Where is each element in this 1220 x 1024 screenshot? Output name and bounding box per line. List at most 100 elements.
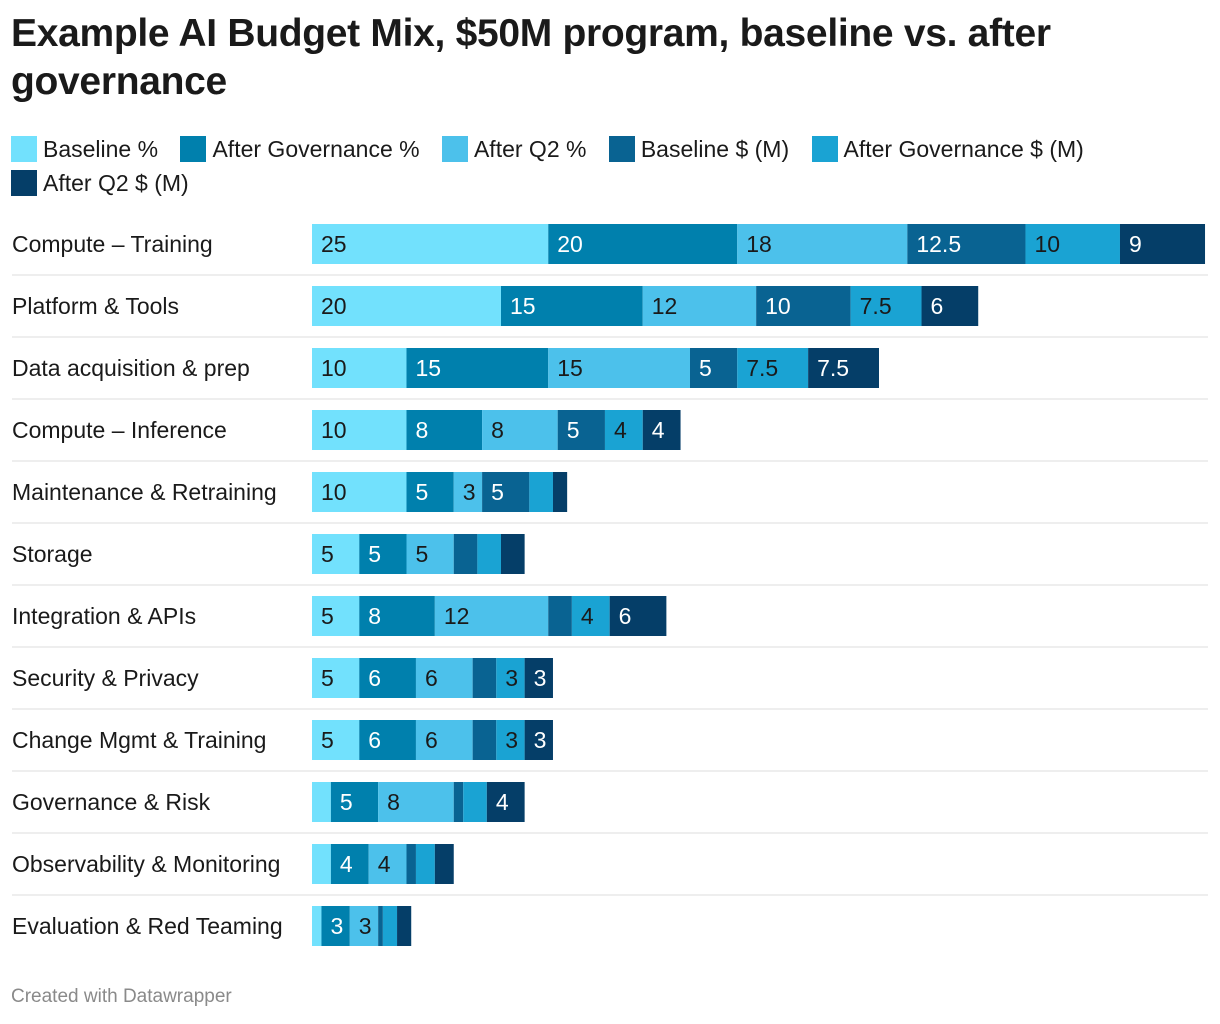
- data-label: 12: [652, 293, 678, 319]
- bar-segment: [378, 906, 383, 946]
- data-label: 5: [368, 541, 381, 567]
- bar-segment: [524, 720, 553, 760]
- data-label: 3: [359, 913, 372, 939]
- data-label: 3: [505, 665, 518, 691]
- bar-segment: [472, 658, 497, 698]
- bar-segment: [463, 782, 487, 822]
- data-label: 4: [652, 417, 665, 443]
- bar-segment: [312, 596, 360, 636]
- bar-segment: [642, 410, 681, 450]
- bar-segment: [850, 286, 922, 326]
- data-label: 7.5: [817, 355, 849, 381]
- data-label: 4: [614, 417, 627, 443]
- data-label: 6: [931, 293, 944, 319]
- bar-segment: [330, 782, 379, 822]
- data-label: 9: [1129, 231, 1142, 257]
- legend-label: After Governance %: [212, 136, 420, 162]
- bar-segment: [359, 720, 416, 760]
- bar-segment: [312, 410, 407, 450]
- legend-swatch: [11, 170, 37, 196]
- bar-segment: [330, 844, 369, 884]
- bar-segment: [406, 348, 549, 388]
- category-label: Storage: [12, 541, 93, 567]
- bar-segment: [359, 534, 407, 574]
- data-label: 5: [321, 665, 334, 691]
- bar-segment: [406, 534, 454, 574]
- data-label: 5: [321, 541, 334, 567]
- data-label: 3: [330, 913, 343, 939]
- bar-segment: [496, 658, 525, 698]
- data-label: 5: [340, 789, 353, 815]
- bar-segment: [312, 534, 360, 574]
- bar-segment: [907, 224, 1026, 264]
- bar-segment: [501, 534, 525, 574]
- data-label: 6: [368, 727, 381, 753]
- bar-segment: [312, 286, 501, 326]
- data-label: 7.5: [860, 293, 892, 319]
- data-label: 6: [619, 603, 632, 629]
- bar-segment: [434, 596, 549, 636]
- data-label: 4: [581, 603, 594, 629]
- bar-segment: [472, 720, 497, 760]
- bar-segment: [1119, 224, 1206, 264]
- bar-segment: [453, 534, 478, 574]
- data-label: 4: [496, 789, 509, 815]
- data-label: 5: [416, 479, 429, 505]
- bar-segment: [312, 472, 407, 512]
- bar-segment: [397, 906, 412, 946]
- bar-segment: [312, 348, 407, 388]
- data-label: 5: [567, 417, 580, 443]
- bar-segment: [1025, 224, 1120, 264]
- bar-segment: [415, 658, 473, 698]
- category-label: Maintenance & Retraining: [12, 479, 277, 505]
- bar-segment: [604, 410, 643, 450]
- data-label: 8: [368, 603, 381, 629]
- data-label: 3: [534, 727, 547, 753]
- data-label: 6: [368, 665, 381, 691]
- bar-segment: [321, 906, 350, 946]
- category-label: Change Mgmt & Training: [12, 727, 266, 753]
- data-label: 6: [425, 665, 438, 691]
- legend-swatch: [441, 136, 468, 162]
- data-label: 10: [321, 355, 347, 381]
- legend-swatch: [11, 136, 37, 162]
- data-label: 4: [340, 851, 353, 877]
- data-label: 8: [491, 417, 504, 443]
- bar-segment: [548, 348, 690, 388]
- bar-segment: [382, 906, 398, 946]
- category-label: Data acquisition & prep: [12, 355, 250, 381]
- legend-item-after-governance-pct: After Governance %: [180, 132, 420, 166]
- data-label: 8: [416, 417, 429, 443]
- data-label: 10: [765, 293, 791, 319]
- category-label: Security & Privacy: [12, 665, 199, 691]
- legend-label: Baseline $ (M): [640, 136, 790, 162]
- category-label: Compute – Inference: [12, 417, 227, 443]
- category-label: Evaluation & Red Teaming: [12, 913, 283, 939]
- data-label: 18: [746, 231, 772, 257]
- footer-credit: Created with Datawrapper: [11, 986, 232, 1007]
- legend-item-after-q2-dollars: After Q2 $ (M): [11, 166, 189, 200]
- legend-swatch: [180, 136, 207, 162]
- bar-segment: [477, 534, 501, 574]
- bar-segment: [415, 844, 435, 884]
- bar-segment: [501, 286, 643, 326]
- data-label: 7.5: [746, 355, 778, 381]
- bar-segment: [642, 286, 757, 326]
- bar-segment: [482, 410, 558, 450]
- bar-segment: [312, 658, 360, 698]
- legend-swatch: [608, 136, 635, 162]
- legend-item-after-q2-pct: After Q2 %: [441, 132, 586, 166]
- bar-segment: [312, 720, 360, 760]
- category-label: Observability & Monitoring: [12, 851, 280, 877]
- data-label: 20: [557, 231, 583, 257]
- bar-segment: [406, 410, 483, 450]
- bar-segment: [453, 472, 483, 512]
- bar-segment: [312, 906, 322, 946]
- bar-segment: [434, 844, 454, 884]
- bar-segment: [415, 720, 473, 760]
- data-label: 15: [557, 355, 583, 381]
- bar-segment: [359, 596, 435, 636]
- bar-segment: [737, 224, 908, 264]
- bar-segment: [406, 844, 416, 884]
- bar-segment: [312, 844, 331, 884]
